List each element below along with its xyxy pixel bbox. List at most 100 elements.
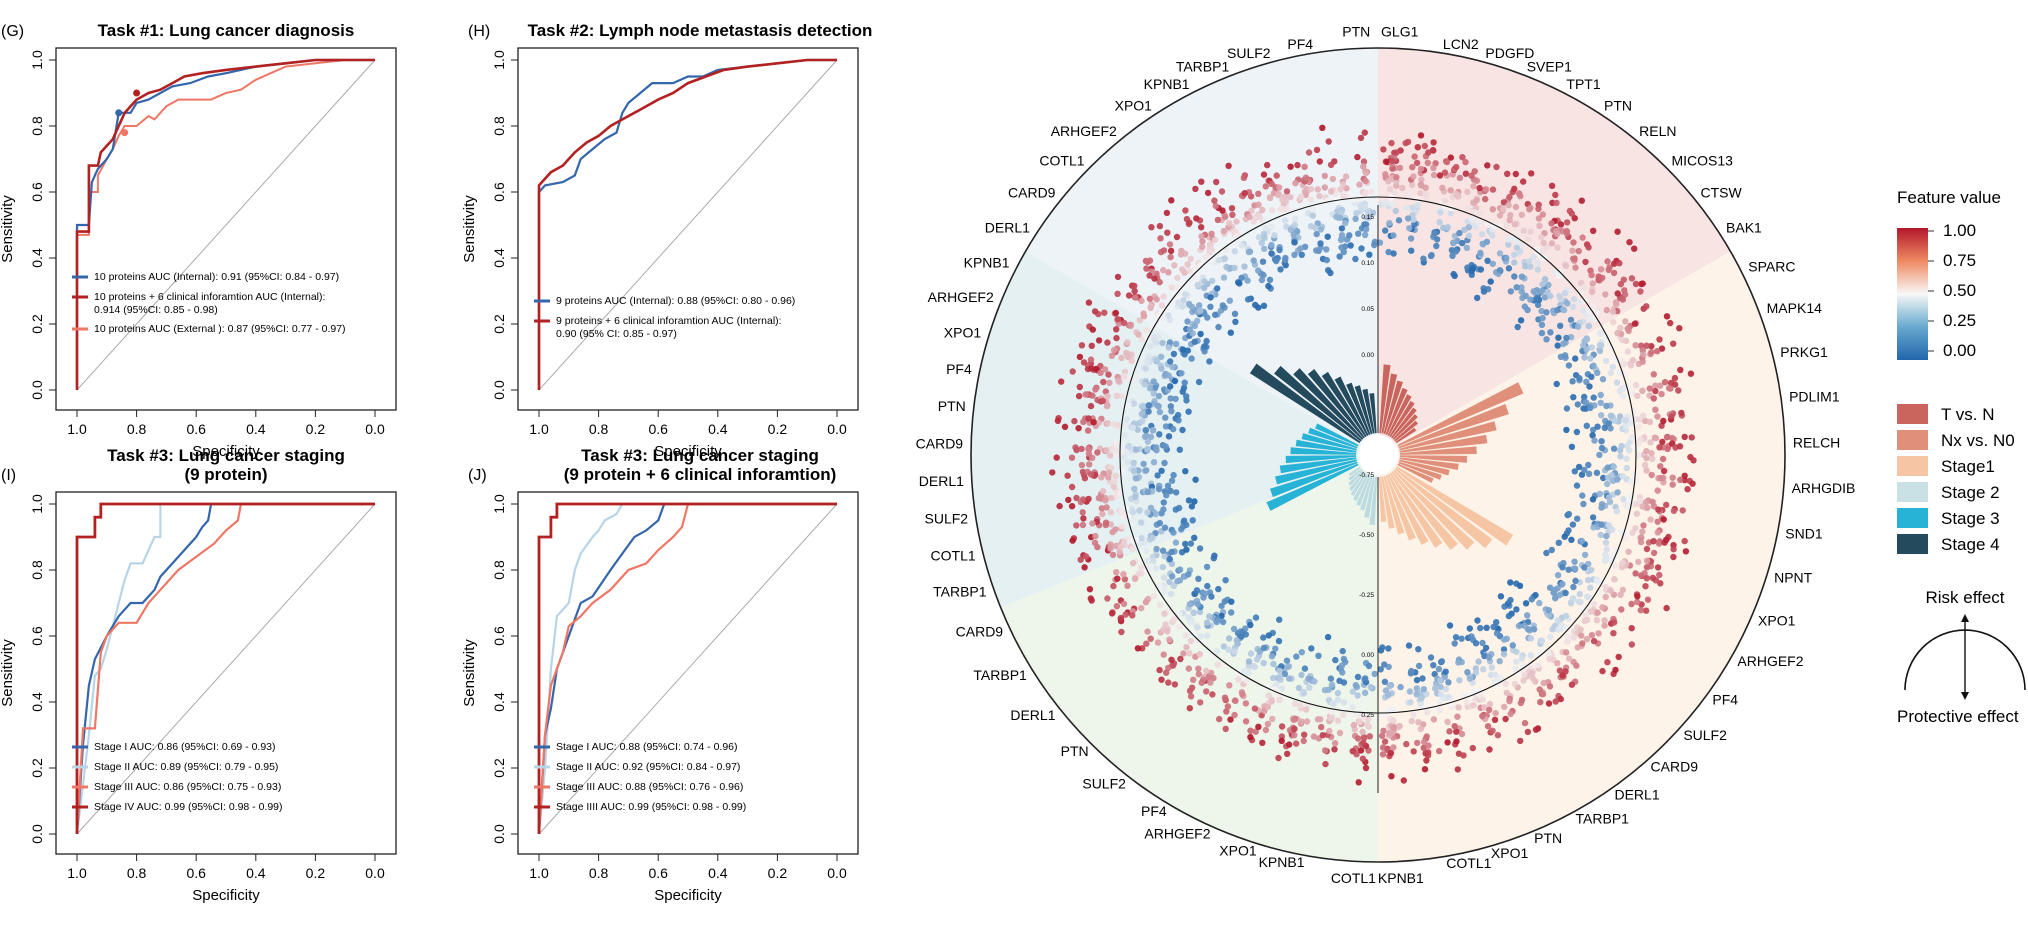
shap-point (1276, 246, 1283, 254)
shap-point (1283, 188, 1291, 195)
shap-point (1108, 494, 1115, 502)
shap-point (1390, 744, 1397, 751)
shap-point (1160, 266, 1167, 274)
shap-point (1611, 619, 1618, 626)
shap-point (1293, 740, 1300, 747)
shap-point (1290, 716, 1297, 724)
shap-point (1554, 572, 1562, 579)
shap-point (1330, 700, 1338, 707)
legend-entry: 0.90 (95% CI: 0.85 - 0.97) (556, 328, 677, 340)
shap-point (1569, 247, 1576, 254)
shap-point (1357, 747, 1365, 754)
shap-point (1240, 174, 1248, 181)
importance-bar (1274, 365, 1362, 442)
shap-point (1336, 253, 1343, 260)
shap-point (1078, 445, 1085, 453)
shap-point (1255, 190, 1262, 197)
x-tick-label: 0.2 (768, 865, 788, 881)
shap-point (1573, 482, 1581, 489)
shap-point (1568, 536, 1575, 543)
gene-label: COTL1 (1039, 152, 1084, 168)
roc-panel-h: (H) Task #2: Lymph node metastasis detect… (461, 21, 872, 460)
roc-curve (537, 502, 837, 835)
y-tick-label: 0.4 (29, 692, 45, 712)
shap-point (1188, 618, 1195, 625)
shap-point (1189, 517, 1196, 524)
shap-point (1430, 164, 1437, 171)
shap-point (1598, 444, 1606, 452)
shap-point (1286, 741, 1293, 748)
shap-point (1476, 184, 1483, 192)
shap-point (1168, 197, 1175, 204)
shap-point (1561, 533, 1568, 540)
shap-point (1513, 284, 1520, 291)
shap-point (1215, 323, 1222, 331)
shap-point (1135, 331, 1142, 338)
shap-point (1282, 256, 1289, 263)
shap-point (1268, 207, 1276, 214)
shap-point (1268, 223, 1276, 230)
shap-point (1654, 518, 1661, 525)
shap-point (1548, 220, 1555, 227)
shap-point (1117, 614, 1125, 622)
shap-point (1422, 184, 1429, 191)
shap-point (1602, 583, 1609, 591)
shap-point (1639, 280, 1646, 287)
shap-point (1144, 445, 1151, 453)
x-tick-label: 0.2 (768, 421, 788, 437)
shap-point (1154, 639, 1162, 646)
shap-point (1497, 593, 1505, 600)
shap-point (1539, 314, 1546, 322)
shap-point (1689, 480, 1696, 487)
shap-point (1527, 228, 1534, 235)
shap-point (1298, 251, 1306, 258)
shap-point (1255, 723, 1262, 730)
shap-point (1358, 245, 1365, 252)
shap-point (1564, 219, 1571, 226)
shap-point (1314, 716, 1322, 723)
shap-point (1195, 665, 1202, 672)
shap-point (1454, 713, 1461, 720)
gene-label: KPNB1 (1259, 854, 1305, 870)
shap-point (1148, 224, 1155, 231)
shap-point (1092, 532, 1099, 540)
shap-point (1581, 564, 1588, 571)
gene-label: ARHGEF2 (1051, 123, 1117, 139)
shap-point (1110, 483, 1118, 490)
shap-point (1316, 158, 1324, 165)
shap-point (1354, 673, 1362, 681)
importance-bar (1381, 373, 1398, 434)
shap-point (1676, 325, 1683, 332)
shap-point (1390, 724, 1397, 731)
shap-point (1378, 732, 1386, 739)
shap-point (1534, 301, 1542, 309)
shap-point (1124, 339, 1131, 346)
gene-label: PF4 (1712, 691, 1738, 707)
shap-point (1068, 503, 1076, 510)
roc-optimal-point (121, 129, 129, 137)
shap-point (1611, 417, 1618, 424)
y-tick-label: 0.6 (29, 626, 45, 646)
gene-label: SULF2 (1227, 45, 1271, 61)
shap-point (1406, 191, 1414, 199)
shap-point (1191, 322, 1199, 330)
shap-point (1600, 474, 1607, 482)
shap-point (1144, 488, 1151, 496)
shap-point (1555, 539, 1563, 546)
shap-point (1143, 640, 1150, 647)
shap-point (1098, 474, 1105, 481)
shap-point (1357, 134, 1365, 142)
shap-point (1156, 519, 1164, 527)
shap-point (1644, 504, 1651, 511)
shap-point (1541, 294, 1549, 301)
reference-diagonal (538, 503, 838, 835)
gene-label: TARBP1 (1176, 58, 1230, 74)
shap-point (1091, 308, 1099, 315)
shap-point (1637, 288, 1644, 295)
shap-point (1154, 472, 1161, 479)
shap-point (1291, 239, 1298, 246)
shap-point (1276, 673, 1284, 681)
shap-point (1171, 377, 1179, 385)
shap-point (1407, 235, 1415, 242)
shap-point (1620, 496, 1627, 503)
